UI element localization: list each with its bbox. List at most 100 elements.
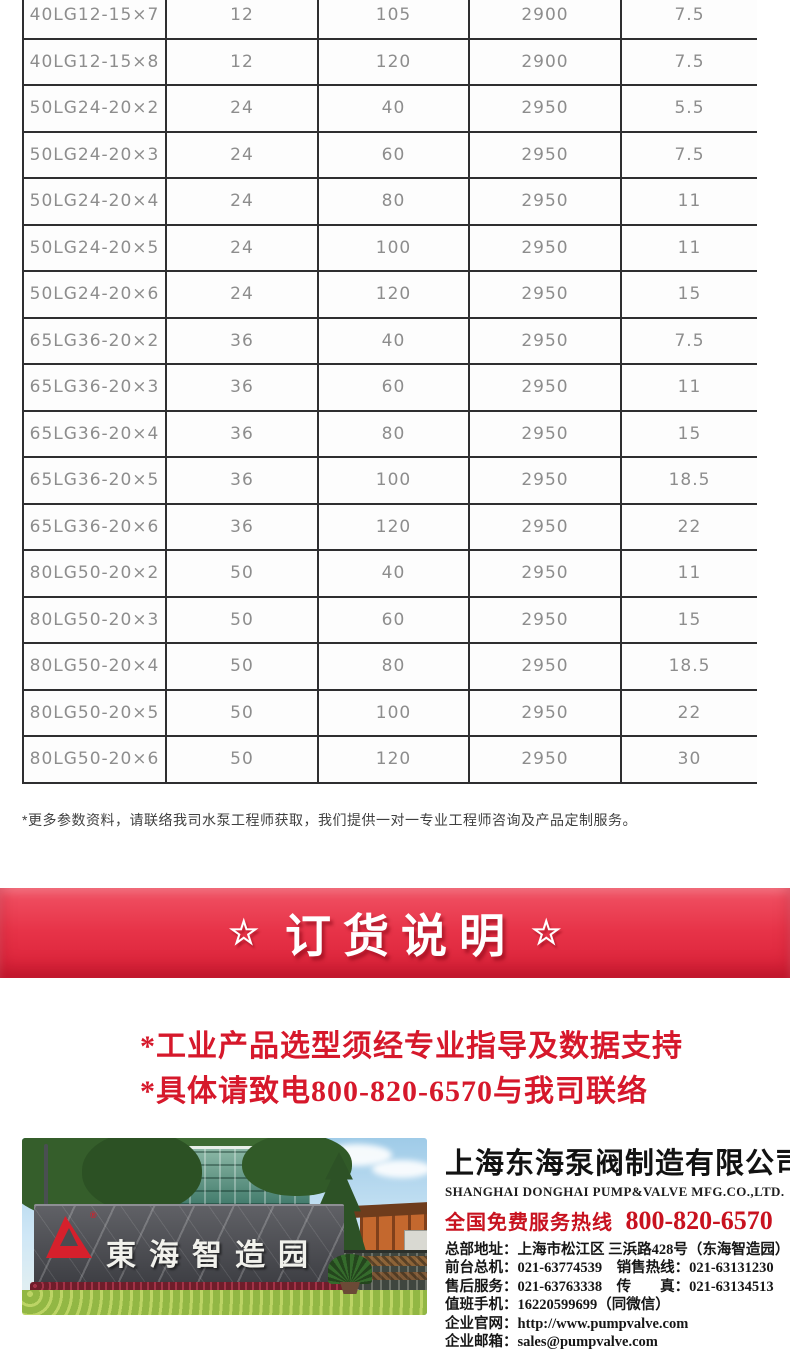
table-cell: 100 [317,688,470,737]
photo-cycad-plant [328,1254,372,1284]
table-cell: 2950 [468,84,622,133]
table-cell: 40 [317,549,470,598]
table-cell: 80LG50-20×2 [22,549,167,598]
photo-gate-lattice [344,1272,427,1280]
table-cell: 50LG24-20×2 [22,84,167,133]
table-cell: 2950 [468,409,622,458]
table-cell: 2950 [468,316,622,365]
table-cell: 36 [165,316,319,365]
table-cell: 11 [620,177,757,226]
table-cell: 65LG36-20×5 [22,456,167,505]
table-cell: 80 [317,177,470,226]
contact-line: 企业官网：http://www.pumpvalve.com [445,1315,689,1332]
contact-line: 值班手机：16220599699（同微信） [445,1297,670,1314]
table-cell: 120 [317,270,470,319]
table-cell: 50LG24-20×3 [22,130,167,179]
table-cell: 24 [165,84,319,133]
pump-spec-table: 40LG12-15×7 12 105 2900 7.5 40LG12-15×8 12 120 2… [22,0,757,784]
photo-plant-pot [340,1282,360,1294]
table-cell: 12 [165,37,319,86]
table-cell: 11 [620,363,757,412]
table-cell: 24 [165,130,319,179]
table-cell: 60 [317,595,470,644]
table-cell: 80LG50-20×3 [22,595,167,644]
order-instructions-banner: ☆ 订货说明 ☆ [0,888,790,978]
table-cell: 7.5 [620,37,757,86]
table-footnote: *更多参数资料，请联络我司水泵工程师获取，我们提供一对一专业工程师咨询及产品定制… [22,812,637,828]
table-cell: 100 [317,223,470,272]
table-cell: 2950 [468,642,622,691]
table-cell: 2950 [468,549,622,598]
table-cell: 2950 [468,270,622,319]
photo-tree [82,1138,202,1212]
wall-sign-text: 東海智造园 [106,1239,321,1272]
table-row: 50LG24-20×5 24 100 2950 11 [22,223,757,272]
table-cell: 18.5 [620,642,757,691]
hotline-label: 全国免费服务热线 [445,1212,613,1234]
table-cell: 120 [317,735,470,784]
contact-line: 售后服务：021-63763338 传 真：021-63134513 [445,1278,774,1295]
table-cell: 15 [620,595,757,644]
photo-cloud [372,1160,427,1178]
table-row: 80LG50-20×2 50 40 2950 11 [22,549,757,598]
table-cell: 100 [317,456,470,505]
table-cell: 65LG36-20×6 [22,502,167,551]
table-cell: 22 [620,502,757,551]
registered-mark-icon: ® [90,1210,97,1220]
order-tip-line: *具体请致电800-820-6570与我司联络 [140,1075,648,1108]
star-icon: ☆ [531,914,562,952]
table-cell: 50 [165,642,319,691]
table-cell: 80LG50-20×4 [22,642,167,691]
table-cell: 15 [620,270,757,319]
table-cell: 22 [620,688,757,737]
photo-lawn [22,1290,427,1315]
table-row: 65LG36-20×4 36 80 2950 15 [22,409,757,458]
table-row: 65LG36-20×6 36 120 2950 22 [22,502,757,551]
table-cell: 65LG36-20×2 [22,316,167,365]
table-cell: 36 [165,409,319,458]
table-row: 80LG50-20×3 50 60 2950 15 [22,595,757,644]
order-banner-title: 订货说明 [285,910,517,962]
table-row: 65LG36-20×5 36 100 2950 18.5 [22,456,757,505]
table-cell: 11 [620,223,757,272]
table-cell: 36 [165,363,319,412]
table-cell: 7.5 [620,316,757,365]
table-row: 80LG50-20×4 50 80 2950 18.5 [22,642,757,691]
table-cell: 24 [165,270,319,319]
table-cell: 50LG24-20×5 [22,223,167,272]
table-row: 50LG24-20×6 24 120 2950 15 [22,270,757,319]
table-cell: 80LG50-20×6 [22,735,167,784]
table-row: 40LG12-15×8 12 120 2900 7.5 [22,37,757,86]
factory-photo: ® 東海智造园 [22,1138,427,1315]
table-row: 40LG12-15×7 12 105 2900 7.5 [22,0,757,40]
table-cell: 120 [317,502,470,551]
table-cell: 60 [317,130,470,179]
table-cell: 50 [165,735,319,784]
table-row: 65LG36-20×3 36 60 2950 11 [22,363,757,412]
table-cell: 2950 [468,688,622,737]
table-cell: 65LG36-20×4 [22,409,167,458]
table-cell: 18.5 [620,456,757,505]
table-row: 80LG50-20×6 50 120 2950 30 [22,735,757,784]
photo-stone-wall [34,1204,344,1292]
table-cell: 80LG50-20×5 [22,688,167,737]
table-cell: 80 [317,409,470,458]
table-row: 50LG24-20×3 24 60 2950 7.5 [22,130,757,179]
spec-table-body: 40LG12-15×7 12 105 2900 7.5 40LG12-15×8 12 120 2… [22,0,757,784]
photo-lamp-pole [44,1144,48,1214]
table-cell: 11 [620,549,757,598]
table-row: 65LG36-20×2 36 40 2950 7.5 [22,316,757,365]
table-cell: 24 [165,177,319,226]
table-cell: 12 [165,0,319,40]
contact-list: 总部地址：上海市松江区 三浜路428号（东海智造园） 前台总机：021-63774… [445,1241,789,1351]
table-cell: 2950 [468,735,622,784]
company-info: 上海东海泵阀制造有限公司 SHANGHAI DONGHAI PUMP&VALVE… [445,1138,790,1351]
table-cell: 40 [317,316,470,365]
photo-gate-lattice [344,1256,427,1266]
table-cell: 2950 [468,595,622,644]
table-cell: 30 [620,735,757,784]
star-icon: ☆ [228,914,259,952]
footer: ® 東海智造园 上海东海泵阀制造有限公司 SHANGHAI DONGHAI PU… [22,1138,790,1351]
table-cell: 105 [317,0,470,40]
